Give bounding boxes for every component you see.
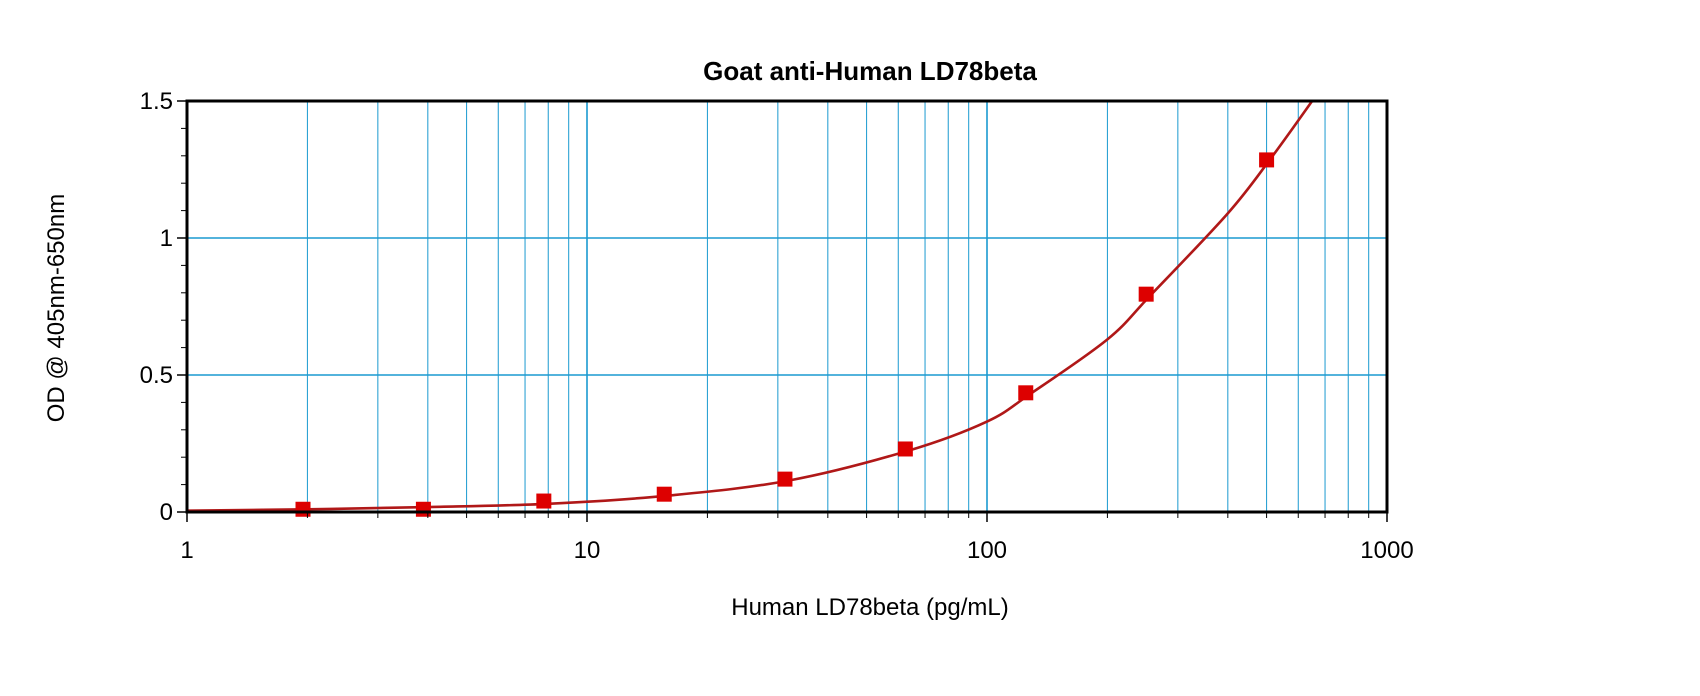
data-point <box>1259 152 1275 168</box>
plot-frame <box>185 99 1389 514</box>
x-tick-label: 1 <box>180 537 193 564</box>
y-axis-label: OD @ 405nm-650nm <box>43 194 70 422</box>
plot-frame-layer <box>185 99 1389 514</box>
data-point <box>897 441 913 457</box>
data-point <box>1138 286 1154 302</box>
data-point <box>777 471 793 487</box>
data-point <box>415 501 431 517</box>
data-point <box>1018 385 1034 401</box>
data-point <box>536 493 552 509</box>
x-tick-label: 1000 <box>1360 537 1413 564</box>
y-tick-label: 0 <box>160 499 173 526</box>
x-tick-label: 10 <box>574 537 601 564</box>
ticks-layer: 1 10 100 1000 0 0.5 1 1.5 <box>140 88 1414 564</box>
x-tick-label: 100 <box>967 537 1007 564</box>
data-point <box>295 501 311 517</box>
y-tick-label: 1 <box>160 225 173 252</box>
y-tick-label: 0.5 <box>140 362 173 389</box>
chart-title: Goat anti-Human LD78beta <box>703 56 1037 86</box>
x-axis-label: Human LD78beta (pg/mL) <box>731 594 1008 621</box>
data-point <box>656 486 672 502</box>
y-tick-label: 1.5 <box>140 88 173 115</box>
